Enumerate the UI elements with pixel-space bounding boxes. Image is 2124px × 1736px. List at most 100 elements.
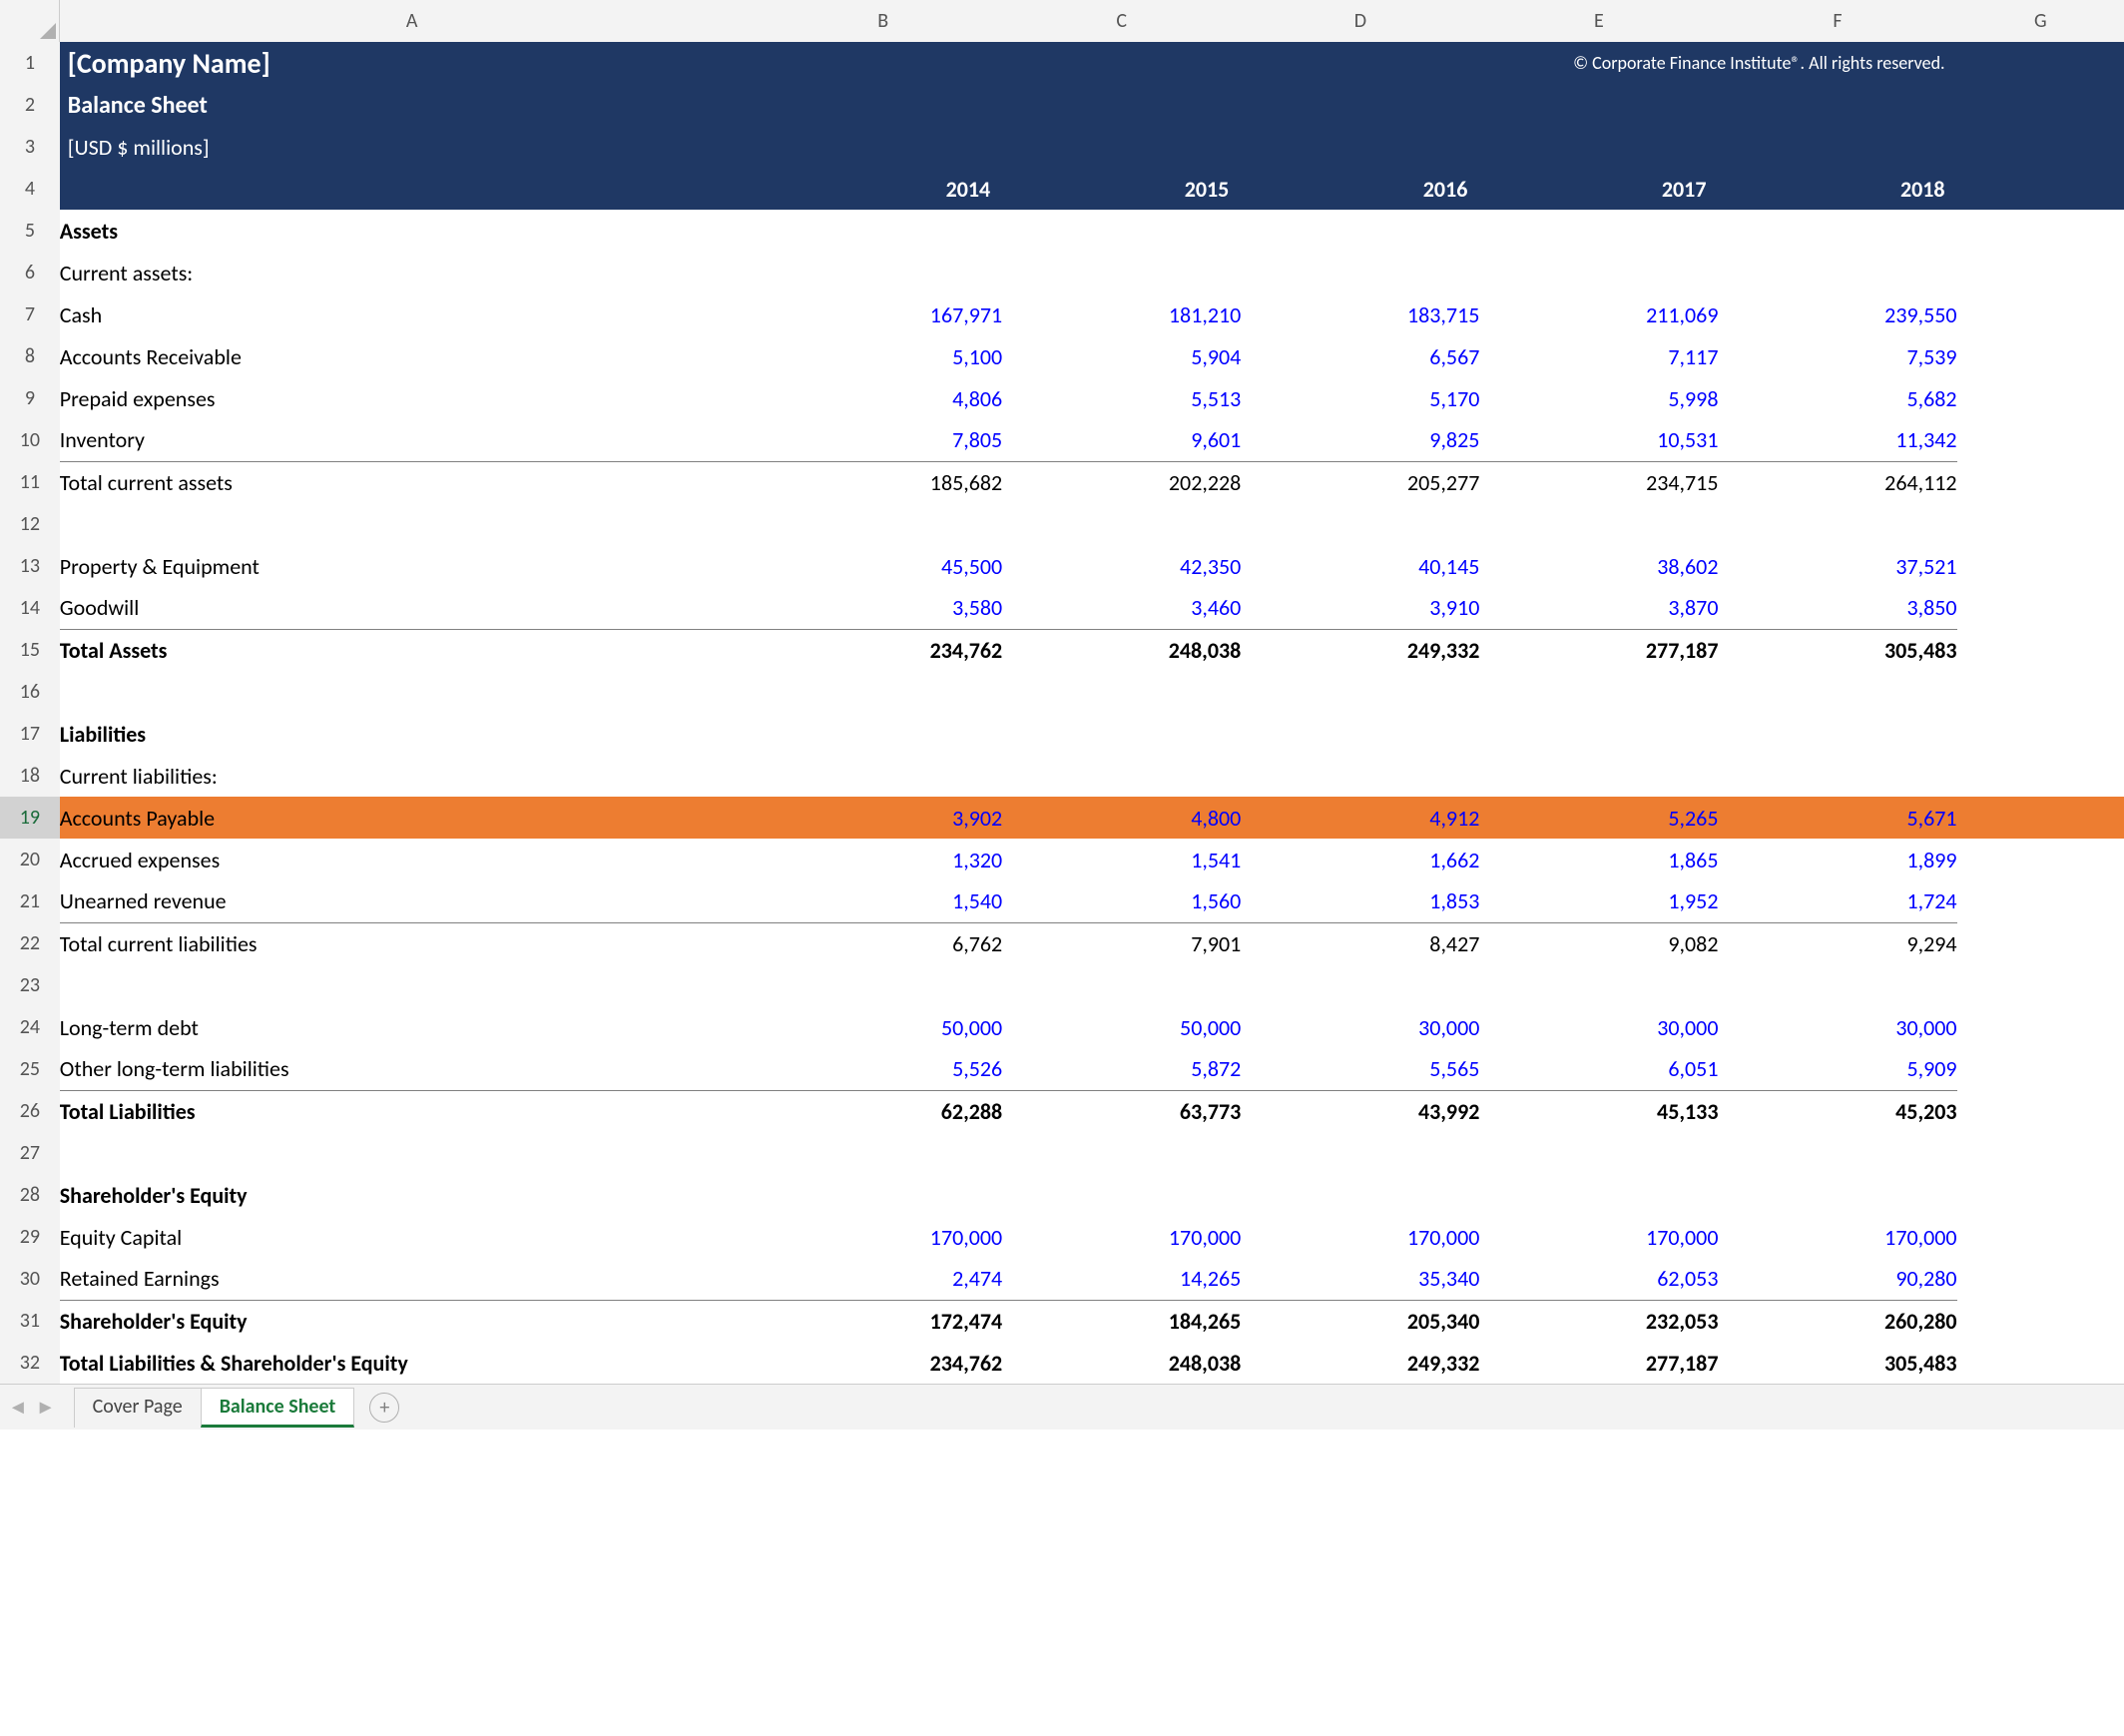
row-header-30[interactable]: 30 (0, 1258, 60, 1300)
row-label-25[interactable]: Other long-term liabilities (60, 1048, 764, 1090)
cell-8-C[interactable]: 5,904 (1002, 335, 1241, 377)
cell-17-B[interactable] (764, 713, 1002, 755)
cell-blank-23-0[interactable] (60, 964, 764, 1006)
cell-6-E[interactable] (1479, 252, 1718, 293)
cell-11-E[interactable]: 234,715 (1479, 461, 1718, 503)
cell-G13[interactable] (1957, 545, 2124, 587)
company-name-cell[interactable]: [Company Name] (60, 42, 1242, 84)
cell-5-C[interactable] (1002, 210, 1241, 252)
year-header-2016[interactable]: 2016 (1241, 168, 1479, 210)
cell-6-D[interactable] (1241, 252, 1479, 293)
cell-21-D[interactable]: 1,853 (1241, 880, 1479, 922)
cell-11-B[interactable]: 185,682 (764, 461, 1002, 503)
cell-30-F[interactable]: 90,280 (1718, 1258, 1956, 1300)
sheet-tab-balance-sheet[interactable]: Balance Sheet (201, 1388, 355, 1428)
cell-18-D[interactable] (1241, 755, 1479, 797)
cell-blank-27-2[interactable] (1002, 1132, 1241, 1174)
cell-18-C[interactable] (1002, 755, 1241, 797)
cell-28-F[interactable] (1718, 1174, 1956, 1216)
column-header-B[interactable]: B (764, 0, 1002, 42)
cell-22-C[interactable]: 7,901 (1002, 922, 1241, 964)
cell-19-C[interactable]: 4,800 (1002, 797, 1241, 839)
cell-G28[interactable] (1957, 1174, 2124, 1216)
row-header-26[interactable]: 26 (0, 1090, 60, 1132)
cell-25-B[interactable]: 5,526 (764, 1048, 1002, 1090)
row-header-25[interactable]: 25 (0, 1048, 60, 1090)
cell-15-F[interactable]: 305,483 (1718, 629, 1956, 671)
cell-8-F[interactable]: 7,539 (1718, 335, 1956, 377)
row-header-27[interactable]: 27 (0, 1132, 60, 1174)
row-header-8[interactable]: 8 (0, 335, 60, 377)
cell-25-E[interactable]: 6,051 (1479, 1048, 1718, 1090)
row-label-6[interactable]: Current assets: (60, 252, 764, 293)
row-header-29[interactable]: 29 (0, 1216, 60, 1258)
cell-blank-23-3[interactable] (1241, 964, 1479, 1006)
cell-10-F[interactable]: 11,342 (1718, 419, 1956, 461)
cell-blank-16-4[interactable] (1479, 671, 1718, 713)
cell-blank-27-4[interactable] (1479, 1132, 1718, 1174)
cell-blank-12-5[interactable] (1718, 503, 1956, 545)
cell-29-F[interactable]: 170,000 (1718, 1216, 1956, 1258)
cell-14-D[interactable]: 3,910 (1241, 587, 1479, 629)
cell-32-F[interactable]: 305,483 (1718, 1342, 1956, 1384)
cell-10-B[interactable]: 7,805 (764, 419, 1002, 461)
column-header-D[interactable]: D (1241, 0, 1479, 42)
cell-5-B[interactable] (764, 210, 1002, 252)
cell-21-F[interactable]: 1,724 (1718, 880, 1956, 922)
year-header-2017[interactable]: 2017 (1479, 168, 1718, 210)
cell-G31[interactable] (1957, 1300, 2124, 1342)
cell-G10[interactable] (1957, 419, 2124, 461)
column-header-A[interactable]: A (60, 0, 764, 42)
row-label-15[interactable]: Total Assets (60, 629, 764, 671)
cell-15-B[interactable]: 234,762 (764, 629, 1002, 671)
cell-G27[interactable] (1957, 1132, 2124, 1174)
cell-14-F[interactable]: 3,850 (1718, 587, 1956, 629)
row-label-13[interactable]: Property & Equipment (60, 545, 764, 587)
sheet-tab-cover-page[interactable]: Cover Page (74, 1388, 202, 1428)
cell-18-F[interactable] (1718, 755, 1956, 797)
cell-blank-16-5[interactable] (1718, 671, 1956, 713)
cell-7-E[interactable]: 211,069 (1479, 293, 1718, 335)
cell-25-F[interactable]: 5,909 (1718, 1048, 1956, 1090)
cell-30-D[interactable]: 35,340 (1241, 1258, 1479, 1300)
cell-19-D[interactable]: 4,912 (1241, 797, 1479, 839)
cell-G32[interactable] (1957, 1342, 2124, 1384)
row-label-28[interactable]: Shareholder's Equity (60, 1174, 764, 1216)
cell-24-B[interactable]: 50,000 (764, 1006, 1002, 1048)
cell-blank-27-1[interactable] (764, 1132, 1002, 1174)
cell-5-D[interactable] (1241, 210, 1479, 252)
cell-G19[interactable] (1957, 797, 2124, 839)
row-header-16[interactable]: 16 (0, 671, 60, 713)
cell-32-B[interactable]: 234,762 (764, 1342, 1002, 1384)
tab-next-icon[interactable]: ► (36, 1396, 56, 1420)
cell-11-C[interactable]: 202,228 (1002, 461, 1241, 503)
year-header-2014[interactable]: 2014 (764, 168, 1002, 210)
year-header-2018[interactable]: 2018 (1718, 168, 1956, 210)
column-header-G[interactable]: G (1957, 0, 2124, 42)
row-label-10[interactable]: Inventory (60, 419, 764, 461)
row-header-23[interactable]: 23 (0, 964, 60, 1006)
row-label-19[interactable]: Accounts Payable (60, 797, 764, 839)
cell-20-C[interactable]: 1,541 (1002, 839, 1241, 880)
cell-G24[interactable] (1957, 1006, 2124, 1048)
cell-26-E[interactable]: 45,133 (1479, 1090, 1718, 1132)
cell-8-E[interactable]: 7,117 (1479, 335, 1718, 377)
cell-30-C[interactable]: 14,265 (1002, 1258, 1241, 1300)
cell-A4[interactable] (60, 168, 764, 210)
cell-blank-23-4[interactable] (1479, 964, 1718, 1006)
column-header-F[interactable]: F (1718, 0, 1956, 42)
cell-25-C[interactable]: 5,872 (1002, 1048, 1241, 1090)
cell-13-D[interactable]: 40,145 (1241, 545, 1479, 587)
column-header-E[interactable]: E (1479, 0, 1718, 42)
row-label-5[interactable]: Assets (60, 210, 764, 252)
row-header-13[interactable]: 13 (0, 545, 60, 587)
cell-blank-27-3[interactable] (1241, 1132, 1479, 1174)
row-header-28[interactable]: 28 (0, 1174, 60, 1216)
cell-32-D[interactable]: 249,332 (1241, 1342, 1479, 1384)
cell-G9[interactable] (1957, 377, 2124, 419)
cell-15-E[interactable]: 277,187 (1479, 629, 1718, 671)
row-label-8[interactable]: Accounts Receivable (60, 335, 764, 377)
cell-G22[interactable] (1957, 922, 2124, 964)
cell-G30[interactable] (1957, 1258, 2124, 1300)
cell-29-D[interactable]: 170,000 (1241, 1216, 1479, 1258)
